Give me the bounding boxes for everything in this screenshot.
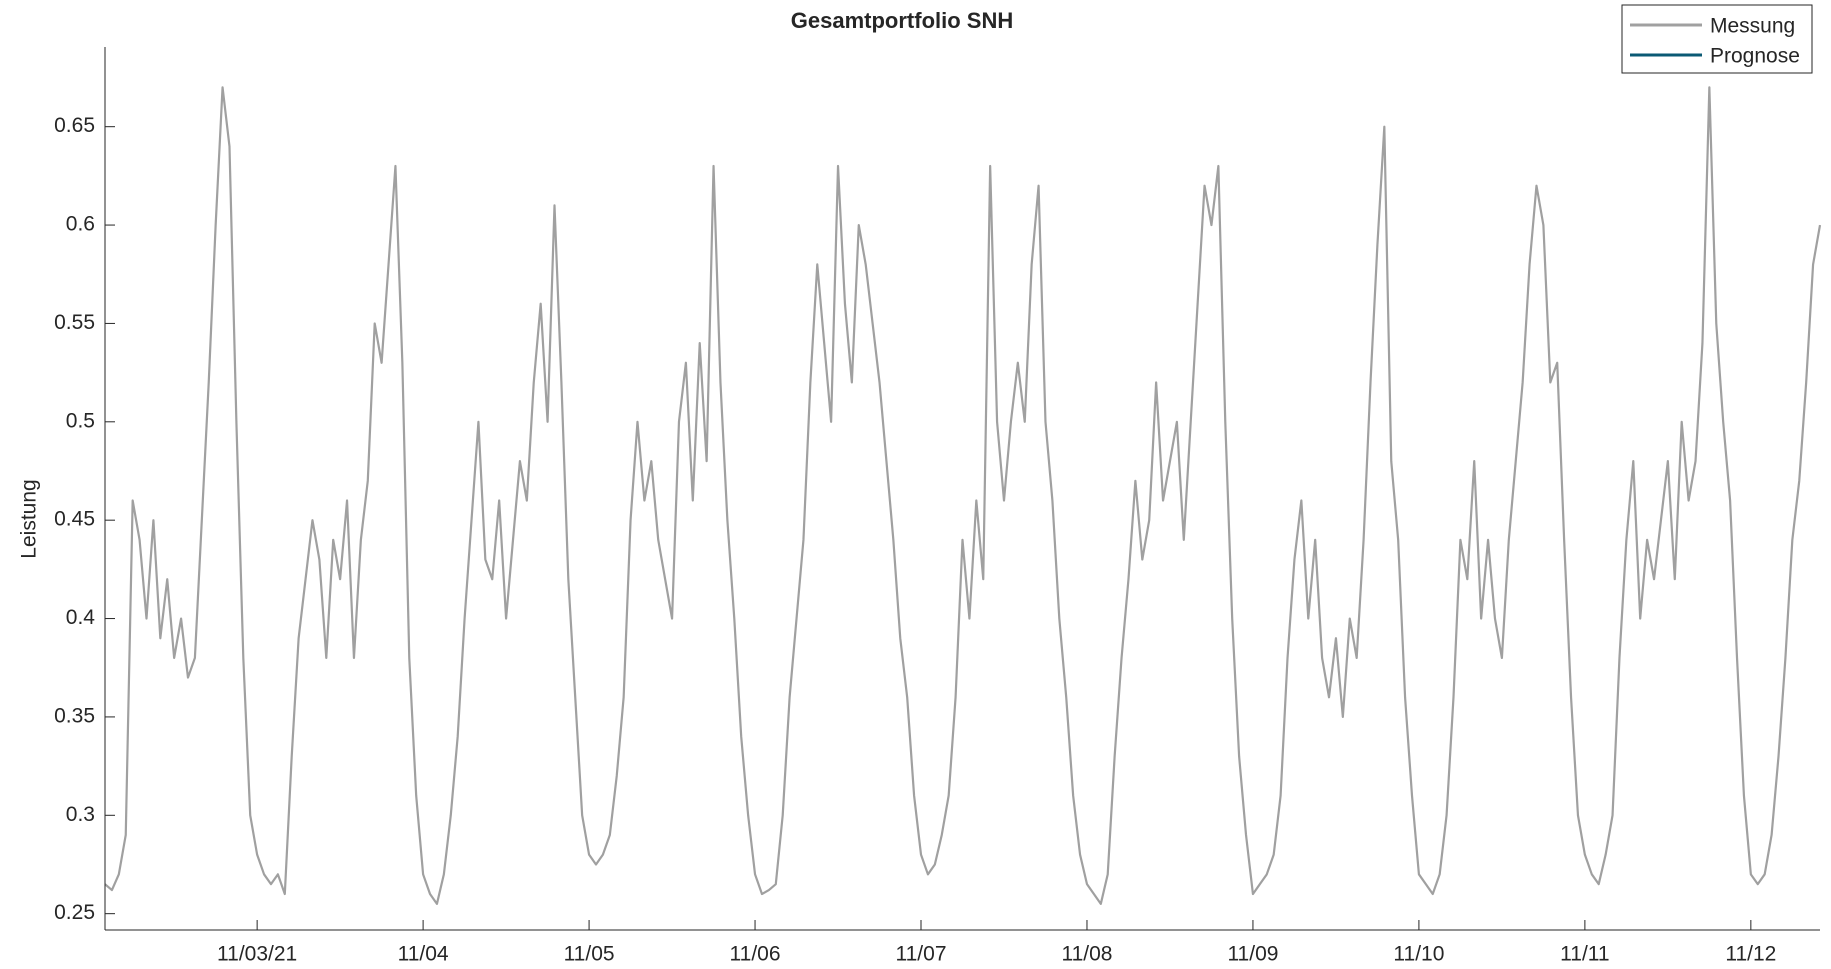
legend-label: Prognose: [1710, 45, 1800, 68]
data-line: [104, 86, 1822, 905]
x-tick-label: 11/10: [1393, 943, 1444, 966]
x-tick-label: 11/12: [1725, 943, 1776, 966]
chart-title: Gesamtportfolio SNH: [791, 8, 1013, 33]
y-tick-label: 0.55: [54, 311, 95, 334]
y-axis-label: Leistung: [18, 479, 41, 558]
x-tick-label: 11/11: [1560, 943, 1609, 966]
x-tick-label: 11/03/21: [217, 943, 297, 966]
y-tick-label: 0.4: [66, 606, 96, 629]
x-tick-label: 11/09: [1227, 943, 1278, 966]
y-tick-label: 0.3: [66, 803, 95, 826]
x-tick-label: 11/08: [1061, 943, 1112, 966]
legend-label: Messung: [1710, 15, 1795, 38]
y-tick-label: 0.5: [66, 409, 95, 432]
y-tick-label: 0.35: [54, 704, 95, 727]
legend-box: [1621, 4, 1813, 74]
x-tick-label: 11/04: [398, 943, 449, 966]
y-tick-label: 0.6: [66, 213, 95, 236]
x-tick-label: 11/07: [896, 943, 947, 966]
y-tick-label: 0.45: [54, 508, 95, 531]
x-tick-label: 11/06: [730, 943, 781, 966]
y-tick-label: 0.65: [54, 114, 95, 137]
y-tick-label: 0.25: [54, 901, 95, 924]
x-tick-label: 11/05: [564, 943, 615, 966]
